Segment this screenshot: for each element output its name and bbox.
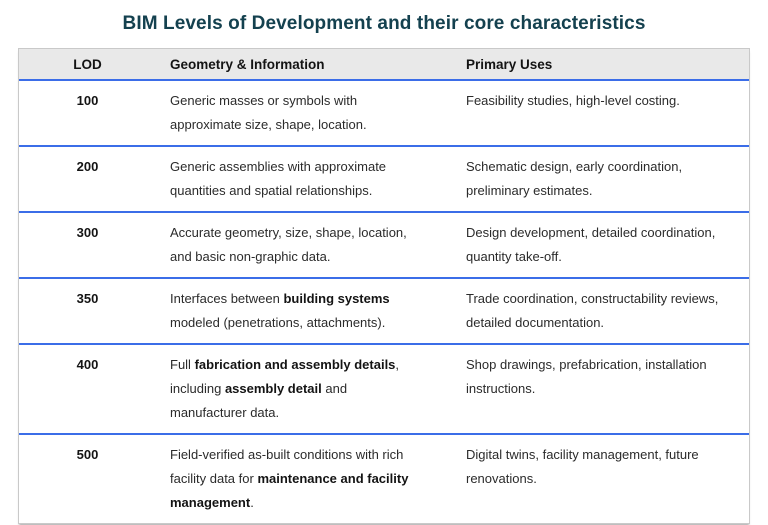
header-row: LOD Geometry & Information Primary Uses — [19, 49, 749, 80]
geometry-text: Interfaces between building systems mode… — [170, 291, 390, 330]
page-title: BIM Levels of Development and their core… — [122, 13, 646, 34]
table-row: 100 Generic masses or symbols with appro… — [19, 80, 749, 146]
table-header: LOD Geometry & Information Primary Uses — [19, 49, 749, 80]
geometry-text: Accurate geometry, size, shape, location… — [170, 225, 407, 264]
uses-text: Design development, detailed coordinatio… — [466, 225, 716, 264]
lod-value: 200 — [76, 159, 99, 174]
uses-text: Shop drawings, prefabrication, installat… — [466, 357, 707, 396]
lod-value: 350 — [76, 291, 99, 306]
geometry-text: Generic masses or symbols with approxima… — [170, 93, 367, 132]
table-body: 100 Generic masses or symbols with appro… — [19, 80, 749, 523]
table-row: 500 Field-verified as-built conditions w… — [19, 434, 749, 523]
geometry-text: Field-verified as-built conditions with … — [170, 447, 409, 510]
uses-text: Feasibility studies, high-level costing. — [466, 93, 680, 108]
lod-value: 300 — [76, 225, 99, 240]
table-row: 350 Interfaces between building systems … — [19, 278, 749, 344]
column-header-lod: LOD — [19, 49, 156, 80]
column-header-primary-uses: Primary Uses — [454, 49, 749, 80]
lod-value: 100 — [76, 93, 99, 108]
column-header-geometry: Geometry & Information — [156, 49, 454, 80]
table-row: 200 Generic assemblies with approximate … — [19, 146, 749, 212]
geometry-text: Generic assemblies with approximate quan… — [170, 159, 387, 198]
table-row: 300 Accurate geometry, size, shape, loca… — [19, 212, 749, 278]
geometry-text: Full fabrication and assembly details, i… — [170, 357, 400, 420]
lod-table-card: LOD Geometry & Information Primary Uses … — [18, 48, 750, 524]
uses-text: Trade coordination, constructability rev… — [466, 291, 719, 330]
uses-text: Schematic design, early coordination, pr… — [466, 159, 683, 198]
lod-table: LOD Geometry & Information Primary Uses … — [19, 49, 749, 523]
table-row: 400 Full fabrication and assembly detail… — [19, 344, 749, 434]
lod-value: 500 — [76, 447, 99, 462]
lod-value: 400 — [76, 357, 99, 372]
uses-text: Digital twins, facility management, futu… — [466, 447, 699, 486]
